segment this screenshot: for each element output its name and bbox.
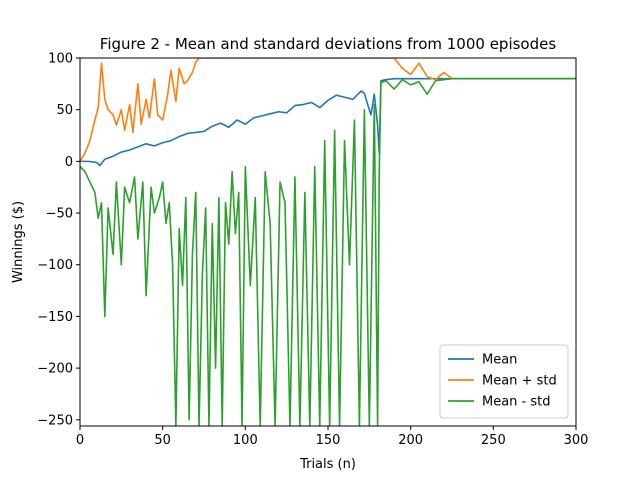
y-tick-label: −150 bbox=[37, 310, 73, 325]
legend-entry-0: Mean bbox=[482, 353, 517, 368]
x-tick-label: 50 bbox=[154, 433, 171, 448]
y-tick-label: 0 bbox=[65, 155, 73, 170]
y-tick-label: 50 bbox=[56, 103, 73, 118]
y-axis-label: Winnings ($) bbox=[11, 201, 26, 283]
x-tick-label: 200 bbox=[398, 433, 423, 448]
x-tick-label: 100 bbox=[233, 433, 258, 448]
legend: Mean Mean + std Mean - std bbox=[439, 344, 569, 419]
x-tick-label: 0 bbox=[76, 433, 84, 448]
x-tick-label: 150 bbox=[316, 433, 341, 448]
series-line-2 bbox=[80, 77, 576, 426]
y-tick-label: −200 bbox=[37, 362, 73, 377]
x-tick-label: 300 bbox=[564, 433, 589, 448]
series-layer bbox=[80, 58, 576, 426]
x-tick-label: 250 bbox=[481, 433, 506, 448]
legend-entry-1: Mean + std bbox=[482, 374, 557, 389]
x-axis-label: Trials (n) bbox=[299, 457, 356, 472]
chart-title: Figure 2 - Mean and standard deviations … bbox=[100, 35, 557, 53]
series-line-0 bbox=[80, 77, 576, 167]
legend-box bbox=[439, 344, 569, 419]
y-tick-label: 100 bbox=[48, 52, 73, 67]
y-axis: −250 −200 −150 −100 −50 0 50 100 bbox=[37, 52, 80, 428]
legend-entry-2: Mean - std bbox=[482, 395, 551, 410]
y-tick-label: −250 bbox=[37, 413, 73, 428]
x-axis: 0 50 100 150 200 250 300 bbox=[76, 426, 589, 448]
y-tick-label: −50 bbox=[46, 207, 73, 222]
series-line-1 bbox=[80, 58, 576, 162]
y-tick-label: −100 bbox=[37, 258, 73, 273]
